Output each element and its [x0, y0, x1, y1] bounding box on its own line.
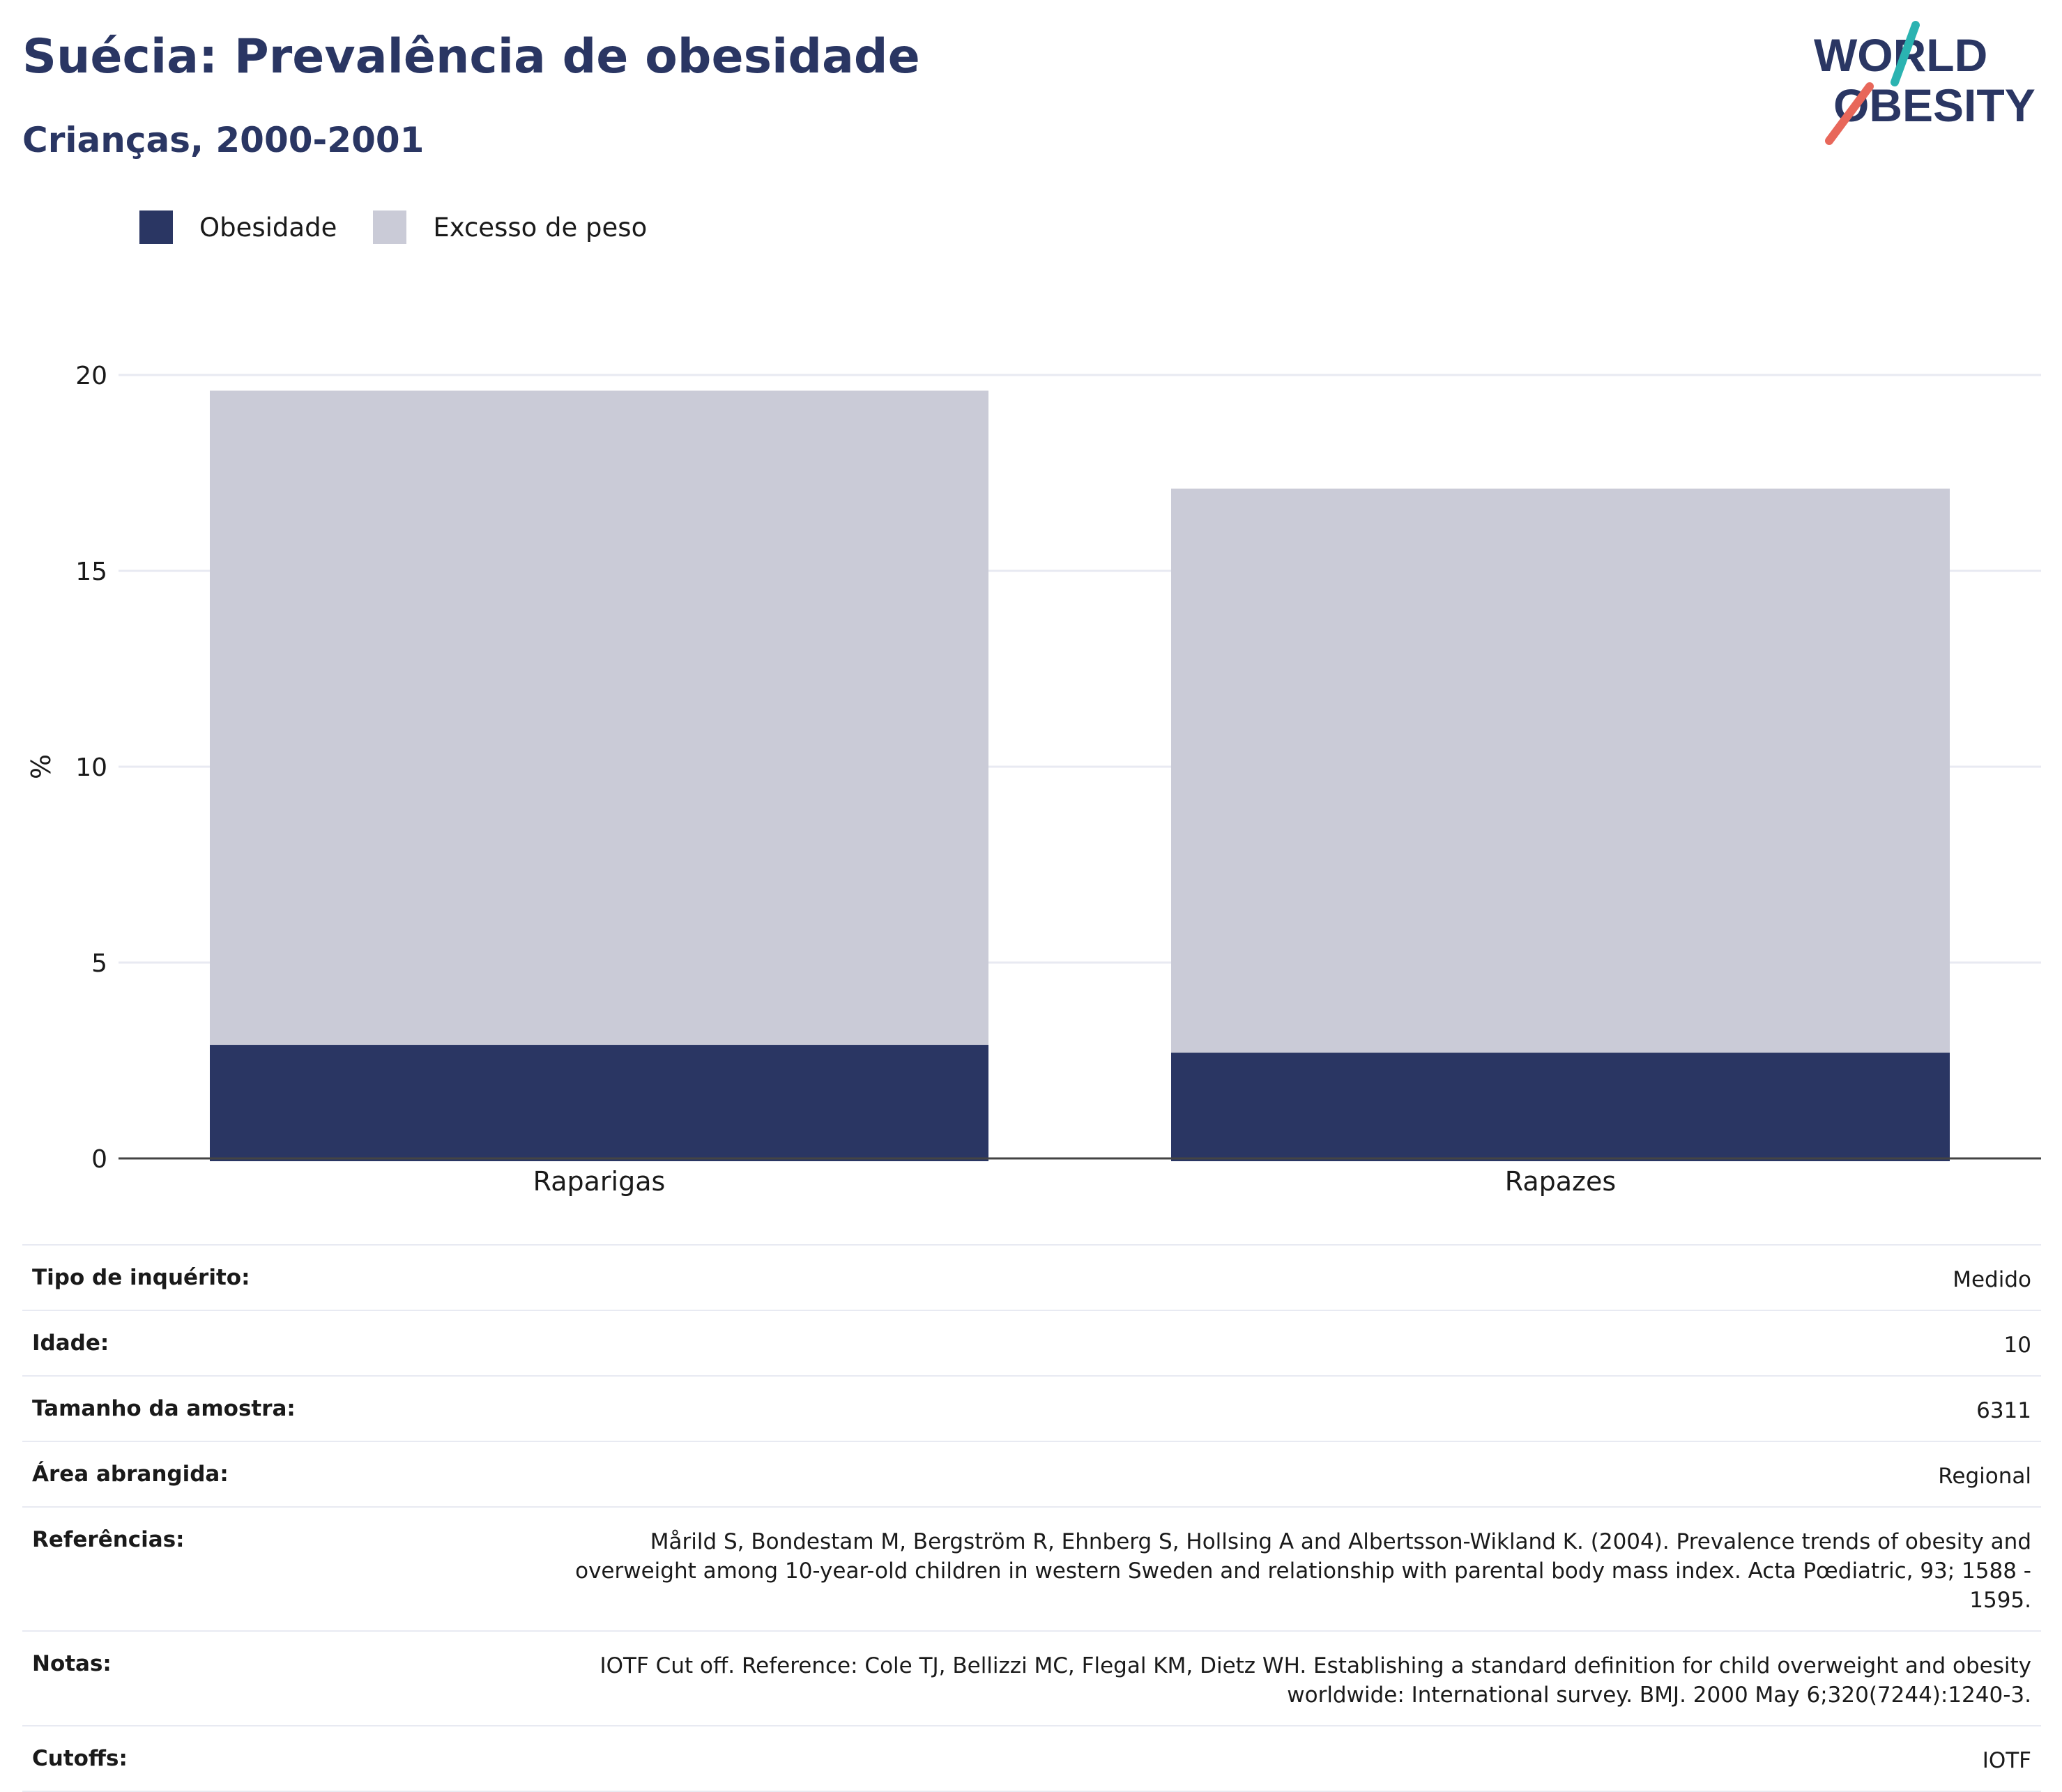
y-tick-label: 5	[91, 949, 107, 978]
world-obesity-logo: WORLD OBESITY	[1814, 21, 2036, 145]
y-tick-label: 15	[75, 558, 107, 586]
chart-title: Suécia: Prevalência de obesidade	[22, 29, 920, 84]
bar-overweight-0	[210, 390, 988, 1046]
info-value: Regional	[1938, 1464, 2031, 1489]
bar-overweight-1	[1171, 488, 1950, 1053]
info-table: Tipo de inquérito: Medido Idade: 10 Tamanho …	[22, 1244, 2041, 1792]
y-tick-label: 0	[91, 1145, 107, 1174]
legend-swatch-obesity	[139, 210, 173, 244]
info-label: Tipo de inquérito:	[32, 1265, 250, 1290]
info-label: Tamanho da amostra:	[32, 1396, 296, 1421]
info-label: Referências:	[32, 1527, 185, 1552]
logo-slash-coral	[1825, 82, 1874, 145]
info-value: 6311	[1976, 1398, 2031, 1423]
y-axis-label: %	[26, 754, 56, 779]
info-label: Idade:	[32, 1331, 109, 1356]
logo-slash-teal	[1891, 21, 1920, 86]
info-value: IOTF Cut off. Reference: Cole TJ, Belliz…	[599, 1653, 2031, 1708]
info-row: Idade: 10	[22, 1310, 2041, 1375]
info-value: Medido	[1953, 1267, 2031, 1292]
info-label: Notas:	[32, 1651, 112, 1676]
bar-obesity-1	[1171, 1052, 1950, 1161]
legend-label-overweight: Excesso de peso	[433, 212, 648, 243]
legend: Obesidade Excesso de peso	[139, 206, 683, 248]
info-value: IOTF	[1982, 1748, 2031, 1773]
x-tick-label: Raparigas	[533, 1166, 666, 1197]
info-row: Referências: Mårild S, Bondestam M, Bergs…	[22, 1506, 2041, 1630]
info-row: Tamanho da amostra: 6311	[22, 1375, 2041, 1441]
info-value: Mårild S, Bondestam M, Bergström R, Ehnb…	[575, 1529, 2031, 1613]
chart-subtitle: Crianças, 2000-2001	[22, 120, 425, 160]
info-row: Notas: IOTF Cut off. Reference: Cole TJ, …	[22, 1630, 2041, 1725]
info-value: 10	[2003, 1333, 2031, 1358]
y-tick-label: 10	[75, 753, 107, 782]
info-label: Área abrangida:	[32, 1462, 229, 1487]
legend-swatch-overweight	[373, 210, 407, 244]
bar-obesity-0	[210, 1045, 988, 1161]
legend-item-obesity[interactable]: Obesidade	[139, 210, 337, 244]
info-row: Área abrangida: Regional	[22, 1441, 2041, 1506]
x-tick-label: Rapazes	[1505, 1166, 1616, 1197]
legend-label-obesity: Obesidade	[199, 212, 337, 243]
info-label: Cutoffs:	[32, 1746, 128, 1771]
y-tick-label: 20	[75, 362, 107, 390]
logo-word-obesity: OBESITY	[1833, 79, 2036, 131]
info-row: Cutoffs: IOTF	[22, 1725, 2041, 1792]
info-row: Tipo de inquérito: Medido	[22, 1244, 2041, 1310]
legend-item-overweight[interactable]: Excesso de peso	[373, 210, 647, 244]
bar-chart: 0 5 10 15 20% Raparigas Rapazes	[26, 362, 2041, 1197]
